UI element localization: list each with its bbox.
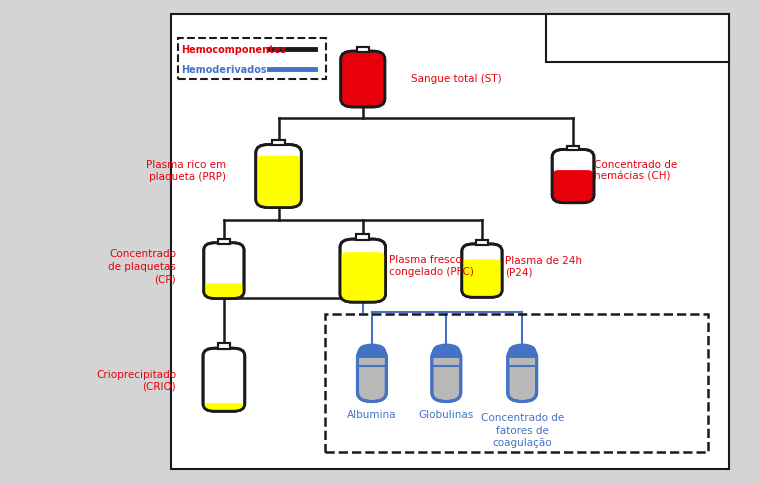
FancyBboxPatch shape bbox=[257, 156, 301, 208]
FancyBboxPatch shape bbox=[203, 243, 244, 299]
Text: Plasma de 24h
(P24): Plasma de 24h (P24) bbox=[505, 255, 581, 277]
Bar bbox=[477, 241, 487, 245]
Text: Plasma fresco
congelado (PFC): Plasma fresco congelado (PFC) bbox=[389, 254, 474, 276]
Bar bbox=[272, 140, 285, 146]
Text: Plasma rico em
plaqueta (PRP): Plasma rico em plaqueta (PRP) bbox=[146, 159, 226, 182]
FancyBboxPatch shape bbox=[342, 53, 384, 107]
Bar bbox=[171, 15, 729, 469]
FancyBboxPatch shape bbox=[341, 52, 385, 108]
Bar bbox=[219, 239, 229, 244]
FancyBboxPatch shape bbox=[203, 403, 244, 411]
Bar bbox=[477, 241, 487, 245]
Bar bbox=[432, 358, 461, 366]
Bar bbox=[357, 358, 386, 366]
Bar bbox=[546, 15, 729, 63]
Bar bbox=[219, 239, 229, 244]
Bar bbox=[325, 315, 708, 453]
Text: Sangue total (ST): Sangue total (ST) bbox=[411, 74, 502, 83]
FancyBboxPatch shape bbox=[432, 344, 461, 366]
Bar bbox=[357, 48, 369, 53]
Text: Concentrado de
fatores de
coagulação: Concentrado de fatores de coagulação bbox=[480, 412, 564, 447]
FancyBboxPatch shape bbox=[508, 344, 537, 366]
FancyBboxPatch shape bbox=[204, 284, 243, 298]
Bar bbox=[178, 39, 326, 80]
FancyBboxPatch shape bbox=[432, 348, 461, 402]
FancyBboxPatch shape bbox=[508, 348, 537, 402]
FancyBboxPatch shape bbox=[463, 260, 502, 297]
FancyBboxPatch shape bbox=[203, 348, 244, 411]
FancyBboxPatch shape bbox=[357, 344, 386, 366]
Text: Concentrado
de plaquetas
(CP): Concentrado de plaquetas (CP) bbox=[109, 249, 176, 284]
FancyBboxPatch shape bbox=[461, 244, 502, 298]
Bar bbox=[508, 358, 537, 366]
Text: Hemoderivados: Hemoderivados bbox=[181, 65, 266, 75]
FancyBboxPatch shape bbox=[357, 348, 386, 402]
Bar bbox=[218, 344, 230, 349]
Text: Globulinas: Globulinas bbox=[419, 409, 474, 419]
FancyBboxPatch shape bbox=[553, 150, 594, 203]
Text: Concentrado de
hemácias (CH): Concentrado de hemácias (CH) bbox=[594, 159, 677, 182]
Text: Albumina: Albumina bbox=[347, 409, 397, 419]
Text: Hemocomponentes: Hemocomponentes bbox=[181, 45, 286, 55]
FancyBboxPatch shape bbox=[340, 240, 386, 302]
Bar bbox=[357, 235, 369, 241]
Bar bbox=[272, 140, 285, 146]
FancyBboxPatch shape bbox=[341, 253, 385, 302]
Bar bbox=[567, 146, 579, 151]
Bar bbox=[357, 235, 369, 241]
Bar bbox=[567, 146, 579, 151]
FancyBboxPatch shape bbox=[553, 171, 594, 203]
Bar bbox=[357, 48, 369, 53]
FancyBboxPatch shape bbox=[256, 145, 301, 208]
Bar bbox=[218, 344, 230, 349]
Text: Crioprecipitado
(CRIO): Crioprecipitado (CRIO) bbox=[96, 369, 176, 391]
